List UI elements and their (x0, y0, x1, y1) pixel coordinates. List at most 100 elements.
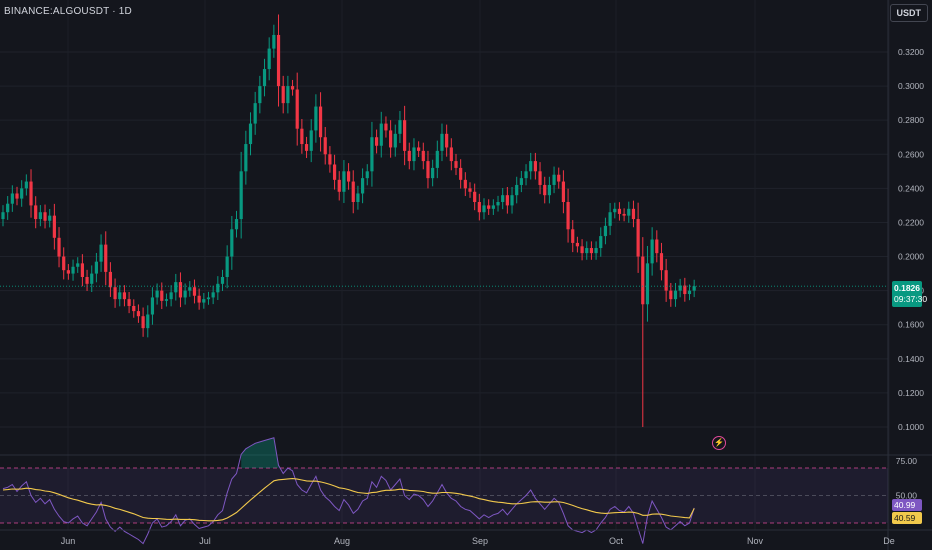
candle-body (99, 244, 103, 262)
candlestick-series (0, 14, 888, 427)
candle-body (286, 86, 290, 104)
candle-body (645, 263, 650, 305)
candle-body (515, 184, 519, 196)
candle-body (337, 179, 341, 192)
candle-body (683, 285, 687, 295)
candle-body (94, 261, 98, 274)
candle-body (146, 314, 150, 329)
candle-body (276, 34, 281, 87)
candle-body (655, 239, 659, 254)
candle-body (650, 239, 654, 264)
rsi-pane: 75.00 50.00 (0, 437, 918, 545)
candle-body (248, 123, 253, 145)
time-tick-label: Sep (472, 536, 488, 546)
candle-body (332, 164, 337, 180)
candle-body (398, 120, 402, 134)
candle-body (71, 266, 75, 274)
candle-body (234, 219, 239, 230)
candle-body (43, 212, 47, 221)
candle-body (547, 184, 551, 196)
candle-body (613, 208, 617, 213)
candle-body (174, 282, 178, 293)
candle-body (524, 171, 528, 179)
candle-body (482, 205, 486, 213)
candle-body (664, 270, 668, 291)
candle-body (118, 292, 122, 300)
time-tick-label: De (883, 536, 895, 546)
time-tick-label: Oct (609, 536, 624, 546)
candle-body (225, 256, 229, 277)
candle-body (300, 128, 304, 145)
rsi-ma-line (2, 478, 695, 522)
candle-body (318, 106, 323, 138)
candle-body (491, 205, 495, 209)
candle-body (552, 174, 556, 185)
candle-body (445, 133, 449, 148)
candle-body (678, 285, 682, 291)
candle-body (431, 167, 435, 179)
candle-body (211, 292, 215, 298)
candle-body (571, 229, 575, 243)
candle-body (561, 181, 565, 202)
candle-body (178, 282, 183, 298)
candle-body (496, 202, 500, 206)
candle-body (589, 248, 594, 254)
price-tick-label: 0.1600 (898, 320, 924, 330)
candle-body (426, 161, 430, 179)
price-tick-label: 0.1400 (898, 354, 924, 364)
candle-body (290, 86, 295, 90)
currency-button[interactable]: USDT (889, 4, 928, 22)
candle-body (169, 292, 173, 300)
candle-body (253, 103, 257, 124)
candle-body (454, 161, 458, 168)
candle-body (487, 205, 491, 209)
candle-body (132, 305, 136, 312)
candle-body (52, 215, 56, 238)
lightning-icon[interactable]: ⚡ (712, 436, 726, 450)
candle-body (272, 34, 276, 49)
candle-body (617, 208, 622, 214)
price-tick-label: 0.2600 (898, 149, 924, 159)
candle-body (80, 263, 84, 277)
candle-body (183, 290, 187, 298)
candle-body (197, 295, 201, 303)
candle-body (687, 290, 692, 295)
candle-body (375, 137, 379, 146)
candle-body (15, 193, 19, 199)
candle-body (519, 178, 523, 185)
candle-body (510, 195, 514, 206)
candle-body (10, 193, 14, 204)
candle-body (323, 137, 327, 155)
candle-body (150, 297, 155, 315)
price-tick-label: 0.3000 (898, 81, 924, 91)
candle-body (1, 212, 5, 220)
candle-body (192, 287, 197, 296)
candle-body (57, 237, 61, 257)
price-tick-label: 0.1200 (898, 388, 924, 398)
last-price-value: 0.1826 (894, 283, 920, 293)
candle-body (566, 202, 570, 230)
candle-body (473, 191, 477, 202)
candle-body (239, 171, 243, 220)
candle-body (48, 215, 52, 221)
candle-body (164, 299, 169, 301)
candle-body (281, 86, 285, 104)
candle-body (533, 161, 537, 172)
last-price-label: 0.1826 09:37:30 (892, 281, 927, 307)
candle-body (449, 147, 453, 162)
candle-body (669, 290, 673, 300)
price-tick-label: 0.3200 (898, 47, 924, 57)
price-tick-label: 0.1000 (898, 422, 924, 432)
candle-body (122, 292, 127, 300)
candle-body (244, 144, 248, 172)
candle-body (220, 277, 225, 284)
candle-body (477, 202, 481, 213)
candle-body (412, 147, 416, 162)
candle-body (501, 195, 505, 202)
time-axis: Jun Jul Aug Sep Oct Nov De (0, 529, 932, 546)
candle-body (659, 253, 664, 271)
candle-body (463, 179, 467, 189)
rsi-tick-label: 75.00 (896, 456, 918, 466)
